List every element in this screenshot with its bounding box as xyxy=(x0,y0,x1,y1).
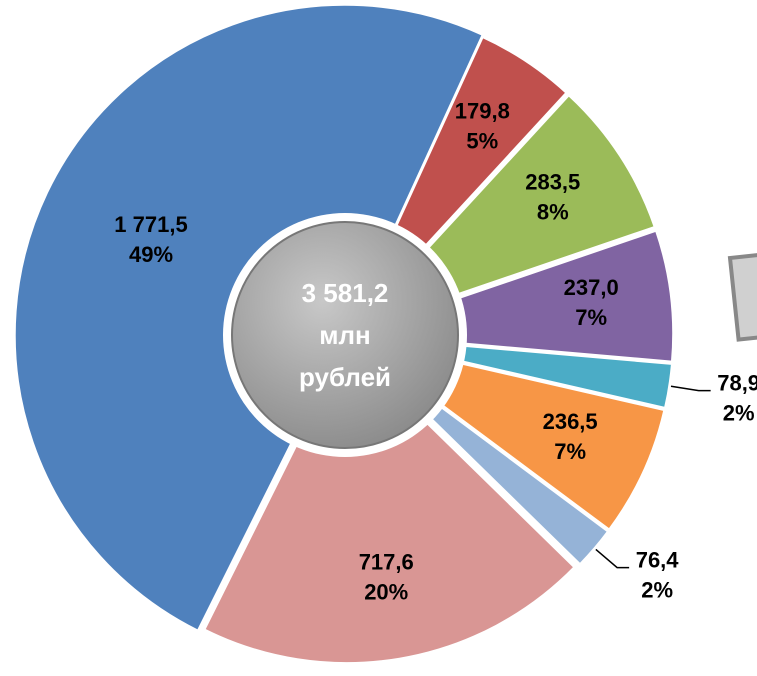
side-box xyxy=(727,251,757,342)
percent-label: 2% xyxy=(723,400,755,425)
percent-label: 49% xyxy=(129,242,173,267)
value-label: 76,4 xyxy=(636,547,680,572)
value-label: 283,5 xyxy=(525,169,580,194)
percent-label: 7% xyxy=(575,305,607,330)
value-label: 179,8 xyxy=(455,98,510,123)
value-label: 717,6 xyxy=(359,549,414,574)
percent-label: 2% xyxy=(641,577,673,602)
leader-line xyxy=(595,548,630,569)
total-label: 3 581,2 xyxy=(302,278,389,308)
percent-label: 7% xyxy=(554,439,586,464)
leader-line xyxy=(670,385,711,392)
hub xyxy=(231,221,459,449)
value-label: 236,5 xyxy=(543,409,598,434)
value-label: 1 771,5 xyxy=(114,212,187,237)
center-line: млн xyxy=(319,320,370,350)
value-label: 237,0 xyxy=(564,275,619,300)
value-label: 78,9 xyxy=(717,370,757,395)
slice xyxy=(203,343,576,664)
center-line: рублей xyxy=(299,362,391,392)
percent-label: 8% xyxy=(537,199,569,224)
percent-label: 20% xyxy=(364,579,408,604)
percent-label: 5% xyxy=(466,128,498,153)
